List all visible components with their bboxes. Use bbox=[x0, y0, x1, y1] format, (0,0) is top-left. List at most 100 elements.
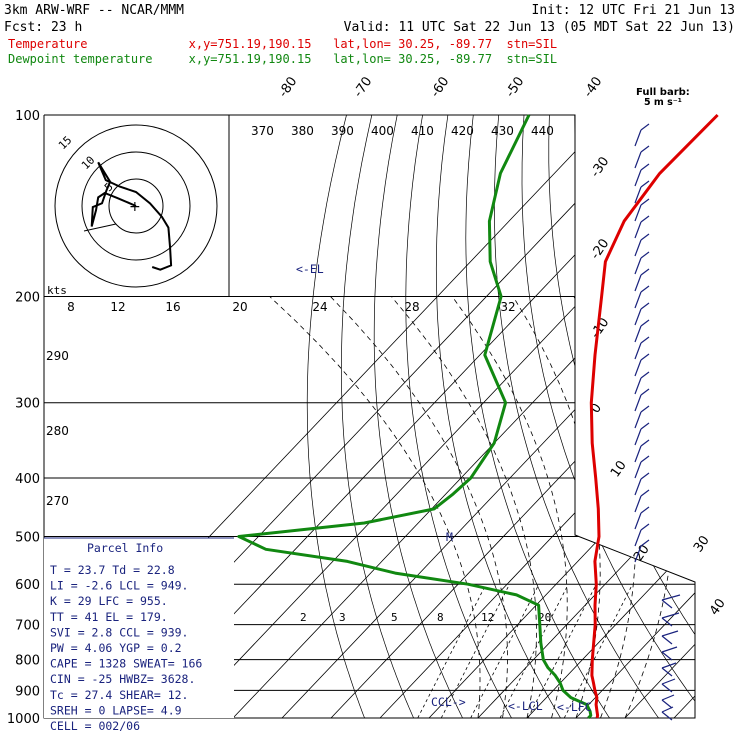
isotherm-label-m20: -20 bbox=[588, 236, 612, 262]
dry-adiabat-280 bbox=[405, 115, 512, 718]
wind-barb bbox=[634, 353, 650, 377]
mixing-ratio-label-3: 3 bbox=[339, 611, 346, 624]
parcel-info-title: Parcel Info bbox=[87, 541, 163, 555]
isotherm-10 bbox=[526, 115, 695, 718]
wind-barb bbox=[634, 180, 650, 204]
wind-barb bbox=[634, 523, 650, 547]
wind-barb bbox=[634, 123, 650, 147]
hodograph-ring-5 bbox=[108, 178, 164, 234]
hodograph-ring-10 bbox=[81, 151, 191, 261]
dry-adiabat-300 bbox=[465, 115, 610, 718]
wind-barb bbox=[634, 233, 650, 257]
mixing-ratio-3 bbox=[440, 584, 510, 718]
theta-label-380: 380 bbox=[291, 124, 314, 138]
hodograph-ring-label-10: 10 bbox=[79, 154, 98, 173]
isotherm-30 bbox=[624, 115, 695, 718]
isotherm-label-10: 10 bbox=[608, 458, 630, 480]
dewpoint-profile bbox=[237, 114, 593, 720]
el-label: <-EL bbox=[296, 262, 324, 276]
pressure-label-500: 500 bbox=[15, 530, 40, 545]
wind-barb-low bbox=[661, 706, 674, 721]
isotherm-label-m70: -70 bbox=[351, 74, 375, 100]
wind-barb bbox=[634, 388, 650, 412]
parcel-info-row: K = 29 LFC = 955. bbox=[50, 594, 168, 608]
dry-adiabat-380 bbox=[675, 115, 695, 718]
wind-barb bbox=[634, 539, 650, 563]
dry-adiabat-350 bbox=[599, 115, 695, 718]
wind-barb bbox=[634, 145, 650, 169]
theta-label-430: 430 bbox=[491, 124, 514, 138]
pressure-label-700: 700 bbox=[15, 619, 40, 634]
isotherm-label-m50: -50 bbox=[503, 74, 527, 100]
speed-label-16: 16 bbox=[165, 300, 180, 314]
parcel-info-row: TT = 41 EL = 179. bbox=[50, 610, 168, 624]
dry-adiabat-390 bbox=[702, 115, 740, 718]
dry-adiabat-290 bbox=[435, 115, 561, 718]
lfc-label: <-LFC bbox=[557, 700, 592, 714]
dry-adiabat-260 bbox=[341, 115, 414, 718]
isotherm-label-m60: -60 bbox=[428, 74, 452, 100]
parcel-info-row: Tc = 27.4 SHEAR= 12. bbox=[50, 688, 188, 702]
init-time: Init: 12 UTC Fri 21 Jun 13 bbox=[532, 3, 736, 18]
speed-label-24: 24 bbox=[312, 300, 327, 314]
pressure-label-400: 400 bbox=[15, 472, 40, 487]
theta-side-label-270: 270 bbox=[46, 494, 69, 508]
dewpoint-legend: Dewpoint temperature x,y=751.19,190.15 l… bbox=[8, 52, 557, 66]
mixing-ratio-label-8: 8 bbox=[437, 611, 444, 624]
dry-adiabat-330 bbox=[548, 115, 695, 718]
mixing-ratio-8 bbox=[499, 584, 569, 718]
hodograph-ring-label-15: 15 bbox=[56, 134, 75, 153]
parcel-info-row: T = 23.7 Td = 22.8 bbox=[50, 563, 175, 577]
isotherm-0 bbox=[477, 115, 695, 718]
isotherm--20 bbox=[379, 115, 695, 718]
speed-label-12: 12 bbox=[110, 300, 125, 314]
isotherm-label-m30: -30 bbox=[588, 154, 612, 180]
forecast-hour: Fcst: 23 h bbox=[4, 20, 82, 35]
isotherm--30 bbox=[330, 115, 695, 718]
wind-barb bbox=[634, 215, 650, 239]
parcel-info-panel: Parcel Info T = 23.7 Td = 22.8 LI = -2.6 … bbox=[44, 537, 234, 733]
theta-side-label-280: 280 bbox=[46, 424, 69, 438]
theta-label-400: 400 bbox=[371, 124, 394, 138]
speed-label-20: 20 bbox=[232, 300, 247, 314]
isotherm--60 bbox=[183, 115, 695, 718]
isotherm-label-m80: -80 bbox=[276, 74, 300, 100]
temperature-legend: Temperature x,y=751.19,190.15 lat,lon= 3… bbox=[8, 37, 557, 51]
theta-label-370: 370 bbox=[251, 124, 274, 138]
wind-barb-low bbox=[661, 694, 675, 709]
mixing-ratio-lines bbox=[417, 584, 633, 718]
wind-barb-low bbox=[661, 594, 681, 609]
kts-label: kts bbox=[47, 284, 67, 297]
mixing-ratio-label-20: 20 bbox=[538, 611, 551, 624]
isotherm--50 bbox=[232, 115, 695, 718]
moist-adiabat-10 bbox=[391, 296, 537, 718]
parcel-info-row: CELL = 002/06 bbox=[50, 719, 140, 733]
parcel-info-row: SREH = 0 LAPSE= 4.9 bbox=[50, 703, 182, 717]
wind-barb bbox=[634, 198, 650, 222]
barb-key-title: Full barb: bbox=[636, 87, 690, 98]
mixing-ratio-label-2: 2 bbox=[300, 611, 307, 624]
dry-adiabat-400 bbox=[727, 115, 740, 718]
moist-adiabat-5 bbox=[330, 296, 508, 718]
mixing-ratio-label-12: 12 bbox=[481, 611, 494, 624]
isotherm-40 bbox=[673, 115, 695, 718]
mixing-ratio-5 bbox=[470, 584, 540, 718]
model-title: 3km ARW-WRF -- NCAR/MMM bbox=[4, 3, 184, 18]
wind-barb bbox=[634, 439, 650, 463]
parcel-info-row: CAPE = 1328 SWEAT= 166 bbox=[50, 657, 202, 671]
moist-adiabats bbox=[269, 296, 675, 718]
wind-barb bbox=[634, 405, 650, 429]
wind-barb-low bbox=[661, 662, 677, 677]
dry-adiabat-310 bbox=[494, 115, 659, 718]
pressure-label-900: 900 bbox=[15, 684, 40, 699]
wind-barbs bbox=[634, 123, 681, 721]
barb-key-units: 5 m s⁻¹ bbox=[644, 97, 682, 108]
wind-barb-low bbox=[661, 678, 676, 693]
mixing-ratio-20 bbox=[563, 584, 633, 718]
valid-time: Valid: 11 UTC Sat 22 Jun 13 (05 MDT Sat … bbox=[344, 20, 735, 35]
hodograph-storm-vector bbox=[83, 223, 117, 232]
dry-adiabat-250 bbox=[306, 115, 365, 718]
wind-barb bbox=[634, 422, 650, 446]
